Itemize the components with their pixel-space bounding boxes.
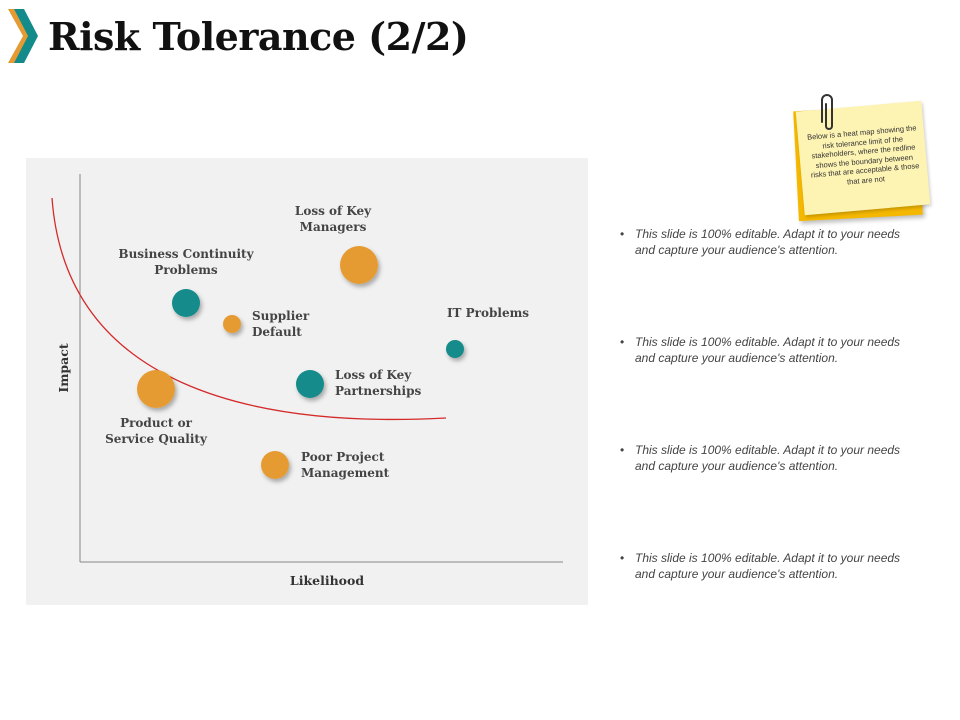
risk-points <box>137 246 464 479</box>
risk-point-label: Business Continuity Problems <box>118 247 254 277</box>
paperclip-icon <box>821 94 833 130</box>
risk-point <box>223 315 241 333</box>
bullet-item: • This slide is 100% editable. Adapt it t… <box>620 334 920 366</box>
risk-point <box>340 246 378 284</box>
bullet-item: • This slide is 100% editable. Adapt it t… <box>620 442 920 474</box>
bullet-text: This slide is 100% editable. Adapt it to… <box>635 335 901 365</box>
risk-point-label: Supplier Default <box>252 309 310 339</box>
risk-point-label: Product or Service Quality <box>105 416 208 446</box>
risk-labels: Loss of Key Managers Business Continuity Pr… <box>105 204 529 480</box>
risk-point <box>446 340 464 358</box>
bullet-item: • This slide is 100% editable. Adapt it t… <box>620 226 920 258</box>
y-axis-label: Impact <box>56 343 71 393</box>
sticky-note: Below is a heat map showing the risk tol… <box>790 92 940 232</box>
risk-point <box>172 289 200 317</box>
risk-scatter-chart: Likelihood Impact Loss of Key Managers Bus… <box>51 174 563 588</box>
title-bar: Risk Tolerance (2/2) <box>8 8 469 64</box>
chevron-icon <box>8 9 38 63</box>
risk-chart-panel: Likelihood Impact Loss of Key Managers Bus… <box>26 158 588 605</box>
risk-point <box>261 451 289 479</box>
risk-point <box>137 370 175 408</box>
bullet-text: This slide is 100% editable. Adapt it to… <box>635 227 901 257</box>
bullet-item: • This slide is 100% editable. Adapt it t… <box>620 550 920 582</box>
bullet-text: This slide is 100% editable. Adapt it to… <box>635 551 901 581</box>
page-title: Risk Tolerance (2/2) <box>48 13 469 59</box>
risk-point <box>296 370 324 398</box>
x-axis-label: Likelihood <box>290 573 364 588</box>
bullet-text: This slide is 100% editable. Adapt it to… <box>635 443 901 473</box>
risk-tolerance-line <box>51 197 447 421</box>
risk-point-label: Loss of Key Partnerships <box>335 368 421 398</box>
risk-point-label: IT Problems <box>447 306 529 320</box>
risk-point-label: Loss of Key Managers <box>295 204 372 234</box>
risk-point-label: Poor Project Management <box>301 450 390 480</box>
